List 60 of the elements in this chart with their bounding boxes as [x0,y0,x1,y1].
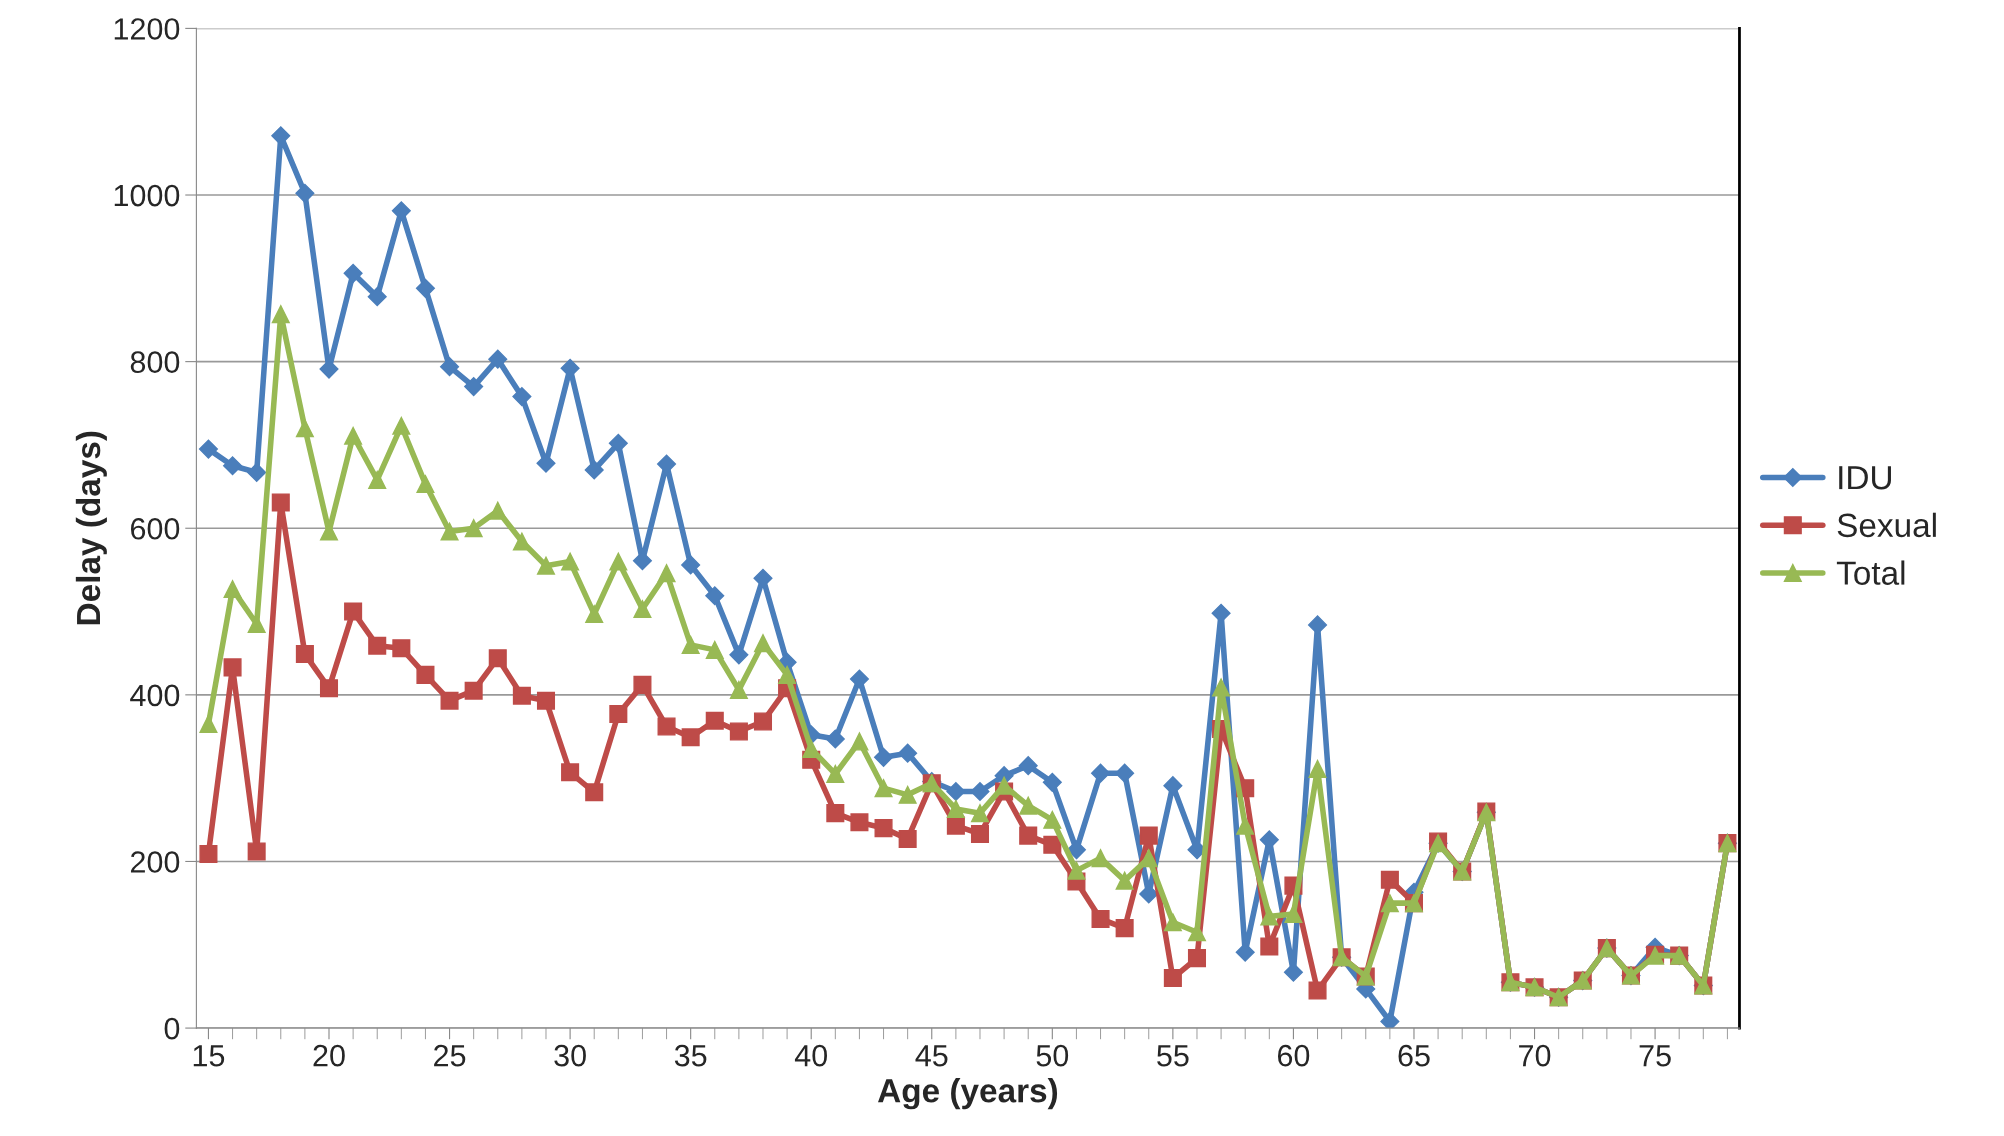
point [319,359,339,379]
point [1091,763,1111,783]
x-tick-label: 45 [915,1045,948,1067]
y-tick-label: 1000 [114,184,180,207]
x-tick-label: 40 [794,1044,828,1067]
point [1235,942,1255,962]
point [247,462,267,482]
point [223,456,243,476]
point [632,551,652,571]
x-tick-label: 70 [1519,1044,1551,1067]
point [1115,763,1135,783]
point [898,743,918,763]
point [464,377,484,397]
x-tick-label: 20 [313,1044,345,1067]
x-tick-label: 75 [1639,1045,1671,1067]
x-tick-label: 60 [1277,1044,1310,1067]
point [415,278,435,298]
point [1211,603,1231,623]
x-tick-label: 35 [674,1044,707,1067]
point [367,287,387,307]
y-tick-label: 1200 [114,18,180,40]
point [1283,962,1303,982]
point [440,357,460,377]
x-tick-label: 65 [1398,1044,1430,1067]
point [1308,615,1328,635]
point [1042,772,1062,792]
point [271,126,291,146]
y-tick-label: 800 [130,351,180,373]
point [849,669,869,689]
point [1018,756,1038,776]
legend-label: Sexual [1837,512,1936,538]
point [584,460,604,480]
legend-label: Total [1836,560,1905,585]
point [946,781,966,802]
point [295,183,315,203]
point [343,263,363,283]
point [1066,840,1086,860]
point [874,747,894,767]
point [198,439,218,459]
x-tick-label: 55 [1157,1045,1189,1067]
x-tick-label: 30 [554,1044,586,1067]
point [1380,1011,1400,1029]
y-axis-title: Delay (days) [75,431,107,625]
point [970,781,990,802]
x-tick-label: 50 [1036,1044,1069,1067]
point [729,645,749,665]
point [512,387,532,407]
point [681,555,701,575]
x-axis-title: Age (years) [877,1078,1058,1110]
y-tick-label: 200 [130,851,180,873]
x-tick-label: 15 [193,1045,225,1067]
y-tick-label: 600 [131,517,180,540]
y-tick-label: 400 [130,684,180,707]
x-tick-label: 25 [434,1044,466,1067]
legend-label: IDU [1839,466,1891,490]
point [825,729,845,749]
point [705,586,725,606]
y-tick-label: 0 [164,1017,180,1040]
point [608,433,628,453]
point [488,349,508,369]
